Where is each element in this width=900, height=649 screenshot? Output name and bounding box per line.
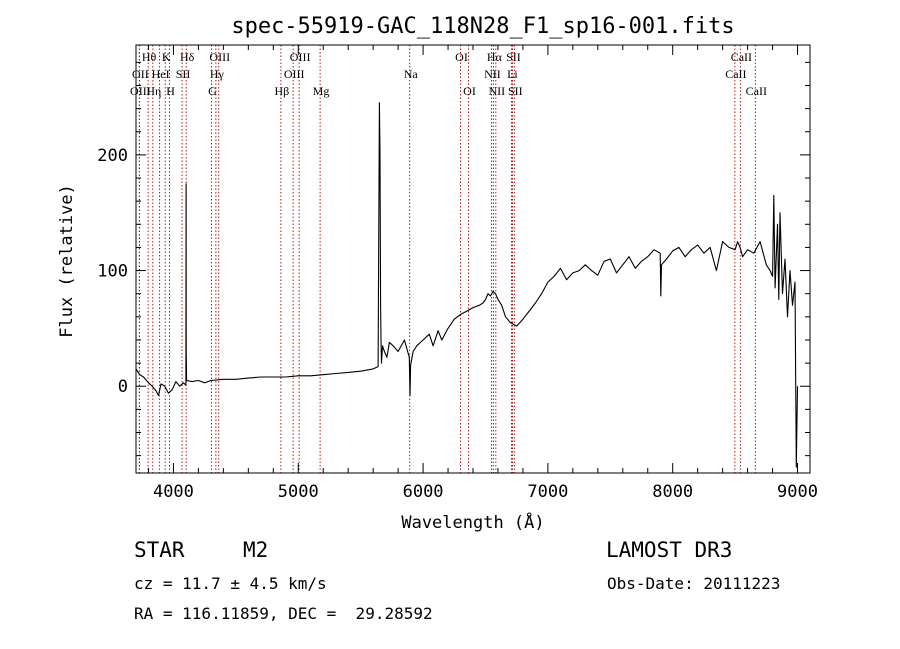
x-tick-label: 7000 (527, 482, 568, 502)
object-class: STAR (134, 538, 185, 562)
chart-title: spec-55919-GAC_118N28_F1_sp16-001.fits (231, 14, 734, 39)
y-tick-label: 0 (118, 377, 128, 397)
spectral-line-label: Hα (487, 50, 503, 64)
spectral-line-label: Hδ (180, 50, 195, 64)
y-tick-label: 200 (97, 146, 128, 166)
spectral-line-label: H (166, 84, 175, 98)
x-tick-label: 4000 (153, 482, 194, 502)
x-tick-label: 6000 (403, 482, 444, 502)
spectral-line-label: NII (484, 67, 501, 81)
spectral-line-label: OIII (290, 50, 311, 64)
spectral-line-label: SII (508, 84, 523, 98)
y-tick-label: 100 (97, 262, 128, 282)
spectral-line-label: Mg (313, 84, 330, 98)
x-tick-label: 8000 (652, 482, 693, 502)
survey-name: LAMOST DR3 (606, 538, 733, 562)
spectral-line-label: Hγ (210, 67, 225, 81)
spectral-line-label: OIII (209, 50, 230, 64)
spectral-line-label: CaII (725, 67, 746, 81)
spectral-line-label: Na (404, 67, 419, 81)
spectral-line-label: HeI (152, 67, 170, 81)
y-axis-label: Flux (relative) (57, 184, 77, 338)
spectral-line-label: SII (506, 50, 521, 64)
spectral-line-label: OI (463, 84, 476, 98)
spectral-line-label: OIII (130, 84, 151, 98)
plot-frame (135, 44, 811, 474)
spectral-line-label: SII (176, 67, 191, 81)
x-tick-label: 5000 (278, 482, 319, 502)
spectral-line-label: Hθ (142, 50, 157, 64)
spectral-line-label: OII (132, 67, 149, 81)
spectrum-series-line (135, 102, 799, 468)
spectral-line-label: K (162, 50, 171, 64)
spectral-line-label: CaII (746, 84, 767, 98)
spectral-line-label: CaII (731, 50, 752, 64)
spectral-line-label: OIII (284, 67, 305, 81)
sky-coordinates: RA = 116.11859, DEC = 29.28592 (134, 604, 433, 623)
redshift-velocity: cz = 11.7 ± 4.5 km/s (134, 574, 327, 593)
spectral-line-label: OI (455, 50, 468, 64)
observation-date: Obs-Date: 20111223 (607, 574, 781, 593)
spectral-line-label: NII (489, 84, 506, 98)
spectral-line-label: G (208, 84, 217, 98)
spectral-line-label: Li (507, 67, 518, 81)
object-subclass: M2 (243, 538, 269, 562)
spectral-line-label: Hβ (275, 84, 290, 98)
spectral-line-label: Hη (146, 84, 161, 98)
x-tick-label: 9000 (777, 482, 818, 502)
x-axis-label: Wavelength (Å) (401, 511, 544, 533)
